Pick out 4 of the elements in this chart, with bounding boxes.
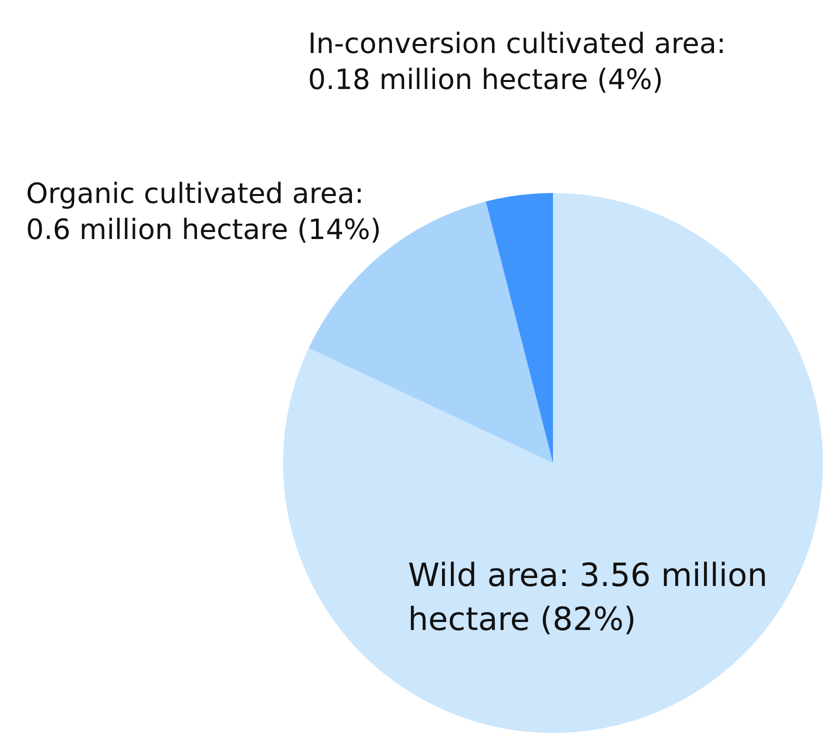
slice-label: Wild area: 3.56 million hectare (82%) (408, 556, 768, 638)
slice-label: Organic cultivated area: 0.6 million hectare (14%) (26, 177, 382, 246)
slice-label: In-conversion cultivated area: 0.18 million hectare (4%) (308, 27, 726, 96)
pie-slice (486, 193, 553, 463)
